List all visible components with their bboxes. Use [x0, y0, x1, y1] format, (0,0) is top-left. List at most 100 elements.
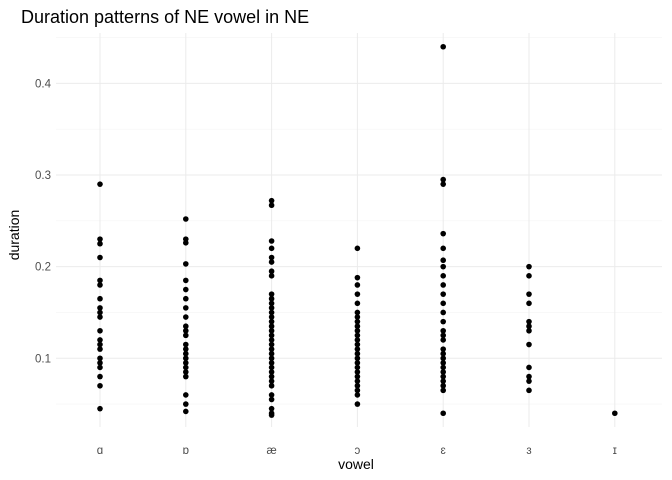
data-point [440, 318, 447, 325]
data-point [268, 412, 275, 418]
data-point [268, 373, 275, 380]
data-point [183, 369, 189, 375]
data-point [97, 309, 103, 316]
data-point [268, 355, 275, 362]
data-point [97, 364, 103, 371]
data-point [183, 286, 189, 293]
data-point [268, 268, 275, 275]
data-point [97, 341, 103, 348]
data-point [354, 332, 361, 339]
x-axis-title: vowel [338, 456, 374, 472]
data-point [440, 309, 447, 316]
y-tick-labels: 0.1 0.2 0.3 0.4 [35, 78, 52, 365]
data-point [440, 410, 447, 417]
data-point [440, 176, 447, 183]
data-point [440, 373, 447, 380]
data-point [97, 337, 103, 343]
data-point [354, 274, 361, 281]
data-point [526, 291, 532, 297]
data-point [354, 355, 361, 362]
data-point [183, 401, 189, 407]
data-point [440, 350, 447, 357]
data-point [97, 382, 103, 389]
data-point [183, 327, 189, 334]
data-point [268, 197, 275, 204]
data-point [268, 291, 275, 297]
data-point [97, 282, 103, 288]
data-point [268, 378, 275, 384]
data-point [183, 295, 189, 302]
data-point [440, 43, 447, 50]
data-point [354, 364, 361, 371]
data-point [354, 337, 361, 343]
data-point [268, 323, 275, 330]
data-point [183, 240, 189, 246]
data-point [354, 392, 361, 398]
data-point [526, 327, 532, 334]
data-point [354, 291, 361, 297]
data-point [354, 282, 361, 288]
data-point [440, 263, 447, 270]
data-point [97, 355, 103, 362]
data-point [526, 341, 532, 348]
data-point [268, 350, 275, 357]
data-point [97, 236, 103, 242]
data-point [268, 259, 275, 265]
data-point [440, 332, 447, 339]
y-tick-label: 0.2 [35, 262, 51, 274]
data-point [268, 360, 275, 366]
data-point [183, 360, 189, 366]
data-point [526, 318, 532, 325]
x-tick-label: ɪ [613, 445, 617, 457]
data-point [268, 305, 275, 311]
data-point [354, 401, 361, 407]
data-point [183, 305, 189, 311]
data-point [612, 410, 618, 417]
data-point [268, 332, 275, 339]
data-point [354, 309, 361, 316]
data-point [97, 277, 103, 284]
data-point [183, 355, 189, 362]
data-point [526, 263, 532, 270]
data-point [354, 323, 361, 330]
data-points [97, 43, 618, 418]
data-point [440, 181, 447, 187]
data-point [97, 295, 103, 302]
data-point [354, 341, 361, 348]
data-point [268, 254, 275, 261]
data-point [526, 378, 532, 384]
data-point [440, 273, 447, 279]
data-point [97, 314, 103, 320]
data-point [268, 309, 275, 316]
data-point [268, 337, 275, 343]
data-point [440, 346, 447, 352]
data-point [268, 369, 275, 375]
data-point [526, 300, 532, 307]
data-point [268, 396, 275, 403]
data-point [440, 327, 447, 334]
data-point [268, 245, 275, 252]
x-tick-label: ɔ [355, 445, 361, 457]
data-point [183, 392, 189, 398]
data-point [526, 323, 532, 330]
data-point [440, 355, 447, 362]
data-point [268, 364, 275, 371]
data-point [183, 341, 189, 348]
data-point [97, 254, 103, 261]
data-point [268, 318, 275, 325]
data-point [97, 327, 103, 334]
data-point [440, 257, 447, 264]
data-point [268, 392, 275, 398]
data-point [354, 314, 361, 320]
y-tick-label: 0.3 [35, 170, 51, 182]
data-point [183, 314, 189, 320]
data-point [526, 387, 532, 394]
data-point [183, 277, 189, 284]
data-point [440, 291, 447, 297]
data-point [183, 408, 189, 415]
data-point [268, 314, 275, 320]
data-point [526, 373, 532, 380]
data-point [440, 382, 447, 389]
data-point [268, 202, 275, 209]
